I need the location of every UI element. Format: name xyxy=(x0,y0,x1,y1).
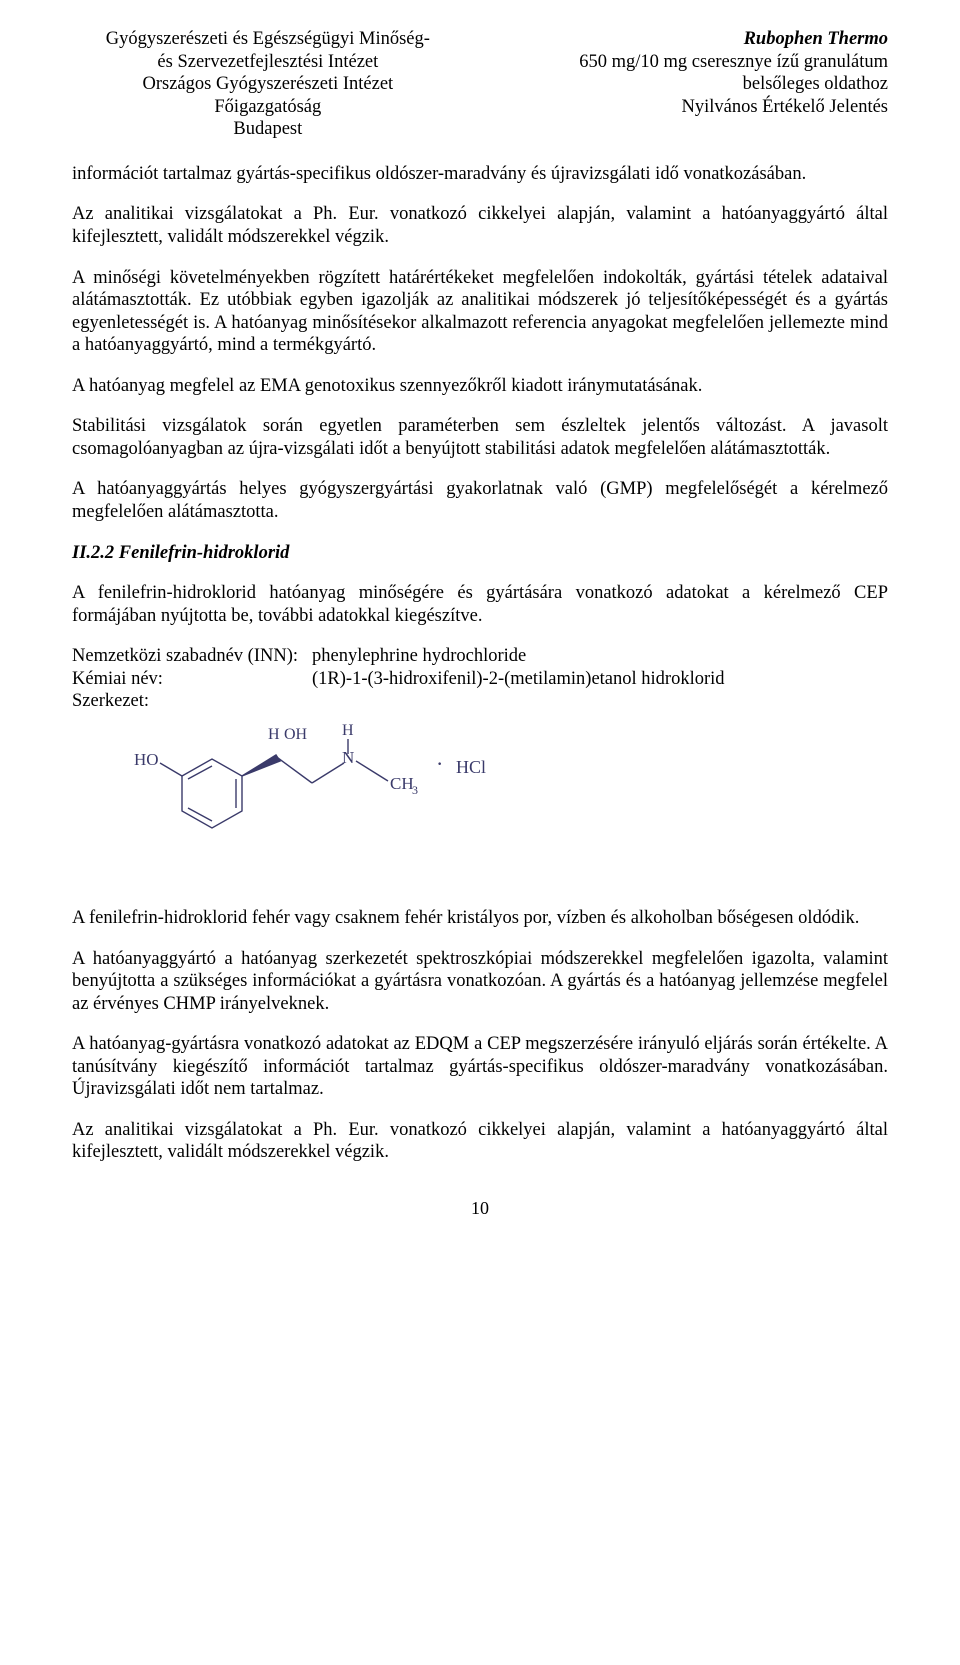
structure-row: Szerkezet: xyxy=(72,690,888,713)
paragraph-3: A minőségi követelményekben rögzített ha… xyxy=(72,267,888,357)
svg-text:CH: CH xyxy=(390,774,414,793)
header-org-line1: Gyógyszerészeti és Egészségügyi Minőség- xyxy=(72,28,464,51)
molecule-svg: HO H OH H N CH 3 · HCl xyxy=(112,721,532,871)
chem-value: (1R)-1-(3-hidroxifenil)-2-(metilamin)eta… xyxy=(312,668,888,691)
inn-label: Nemzetközi szabadnév (INN): xyxy=(72,645,312,668)
chem-label: Kémiai név: xyxy=(72,668,312,691)
header-org-line2: és Szervezetfejlesztési Intézet xyxy=(72,51,464,74)
paragraph-2: Az analitikai vizsgálatokat a Ph. Eur. v… xyxy=(72,203,888,248)
page-number: 10 xyxy=(72,1198,888,1220)
structure-label: Szerkezet: xyxy=(72,690,312,713)
header-org-line4: Főigazgatóság xyxy=(72,96,464,119)
inn-block: Nemzetközi szabadnév (INN): phenylephrin… xyxy=(72,645,888,713)
product-title: Rubophen Thermo xyxy=(496,28,888,51)
svg-text:HCl: HCl xyxy=(456,757,486,777)
header-org-line3: Országos Gyógyszerészeti Intézet xyxy=(72,73,464,96)
paragraph-4: A hatóanyag megfelel az EMA genotoxikus … xyxy=(72,375,888,398)
paragraph-8: A fenilefrin-hidroklorid fehér vagy csak… xyxy=(72,907,888,930)
paragraph-5: Stabilitási vizsgálatok során egyetlen p… xyxy=(72,415,888,460)
report-type: Nyilvános Értékelő Jelentés xyxy=(496,96,888,119)
header-org-line5: Budapest xyxy=(72,118,464,141)
header-left-block: Gyógyszerészeti és Egészségügyi Minőség-… xyxy=(72,28,464,141)
svg-text:H: H xyxy=(342,722,354,739)
svg-text:·: · xyxy=(436,751,443,776)
svg-text:H: H xyxy=(268,726,280,743)
product-subtitle-1: 650 mg/10 mg cseresznye ízű granulátum xyxy=(496,51,888,74)
paragraph-7: A fenilefrin-hidroklorid hatóanyag minős… xyxy=(72,582,888,627)
paragraph-10: A hatóanyag-gyártásra vonatkozó adatokat… xyxy=(72,1033,888,1101)
paragraph-9: A hatóanyaggyártó a hatóanyag szerkezeté… xyxy=(72,948,888,1016)
inn-row: Nemzetközi szabadnév (INN): phenylephrin… xyxy=(72,645,888,668)
svg-text:HO: HO xyxy=(134,750,159,769)
svg-text:N: N xyxy=(342,748,354,767)
section-title: II.2.2 Fenilefrin-hidroklorid xyxy=(72,542,888,565)
svg-text:3: 3 xyxy=(412,783,418,797)
paragraph-11: Az analitikai vizsgálatokat a Ph. Eur. v… xyxy=(72,1119,888,1164)
page-header: Gyógyszerészeti és Egészségügyi Minőség-… xyxy=(72,28,888,141)
molecule-structure: HO H OH H N CH 3 · HCl xyxy=(112,721,888,871)
svg-text:OH: OH xyxy=(284,726,308,743)
paragraph-1: információt tartalmaz gyártás-specifikus… xyxy=(72,163,888,186)
product-subtitle-2: belsőleges oldathoz xyxy=(496,73,888,96)
header-right-block: Rubophen Thermo 650 mg/10 mg cseresznye … xyxy=(496,28,888,141)
inn-value: phenylephrine hydrochloride xyxy=(312,645,888,668)
paragraph-6: A hatóanyaggyártás helyes gyógyszergyárt… xyxy=(72,478,888,523)
chem-row: Kémiai név: (1R)-1-(3-hidroxifenil)-2-(m… xyxy=(72,668,888,691)
